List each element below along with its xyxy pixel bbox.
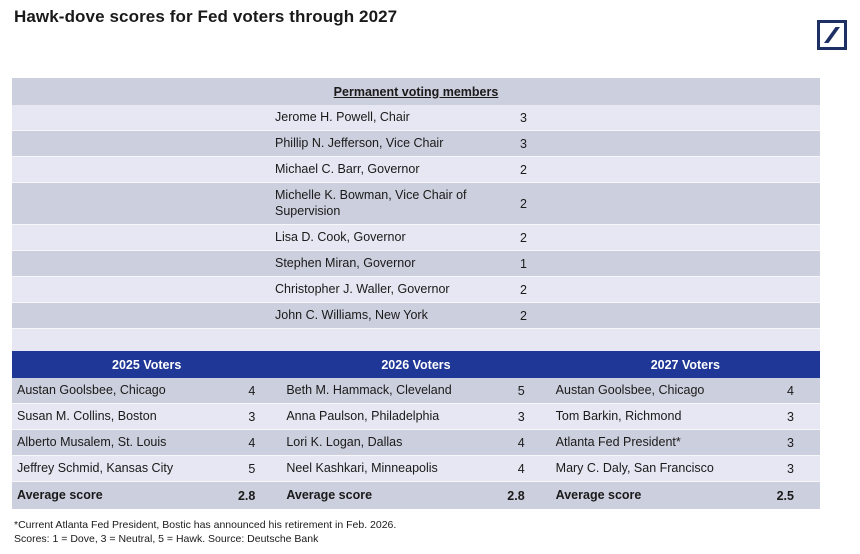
voter-name: Susan M. Collins, Boston [17,409,157,423]
footnote-scale-source: Scores: 1 = Dove, 3 = Neutral, 5 = Hawk.… [14,533,319,545]
voter-score: 4 [248,435,256,450]
member-name: Phillip N. Jefferson, Vice Chair [275,135,444,150]
footnote-retirement: *Current Atlanta Fed President, Bostic h… [14,519,397,531]
voter-name: Tom Barkin, Richmond [555,409,682,423]
voter-score: 4 [787,383,794,398]
voter-name: Atlanta Fed President* [555,435,681,449]
member-row: Christopher J. Waller, Governor 2 [12,277,820,303]
voter-score: 3 [787,409,794,424]
voter-row: Alberto Musalem, St. Louis 4 Lori K. Log… [12,430,820,456]
average-score: 2.8 [237,488,256,503]
voter-name: Lori K. Logan, Dallas [286,435,403,449]
member-score: 2 [520,308,527,323]
deutsche-bank-logo-icon [817,20,847,50]
permanent-table-header-row: Permanent voting members [12,78,820,105]
voter-score: 5 [248,461,256,476]
voter-score: 3 [517,409,525,424]
spacer-row [12,329,820,351]
voter-score: 4 [517,461,525,476]
member-score: 2 [520,196,527,211]
member-name: Jerome H. Powell, Chair [275,109,410,124]
tables-container: Permanent voting members Jerome H. Powel… [12,78,820,509]
member-score: 3 [520,110,527,125]
year-header-2027: 2027 Voters [650,357,720,372]
voter-name: Austan Goolsbee, Chicago [17,383,166,397]
year-header-row: 2025 Voters 2026 Voters 2027 Voters [12,351,820,378]
voter-row: Jeffrey Schmid, Kansas City 5 Neel Kashk… [12,456,820,482]
voter-name: Austan Goolsbee, Chicago [555,383,705,397]
member-row: Michelle K. Bowman, Vice Chair of Superv… [12,183,820,225]
voter-score: 3 [787,461,794,476]
member-score: 1 [520,256,527,271]
voter-score: 4 [248,383,256,398]
voter-row: Susan M. Collins, Boston 3 Anna Paulson,… [12,404,820,430]
permanent-voters-table: Permanent voting members Jerome H. Powel… [12,78,820,351]
year-header-2026: 2026 Voters [381,357,451,372]
member-score: 2 [520,282,527,297]
member-score: 2 [520,162,527,177]
yearly-voters-table: 2025 Voters 2026 Voters 2027 Voters Aust… [12,351,820,509]
member-name: Lisa D. Cook, Governor [275,229,406,244]
page-title: Hawk-dove scores for Fed voters through … [14,7,398,26]
permanent-table-header: Permanent voting members [333,84,499,99]
voter-score: 3 [248,409,256,424]
voter-name: Anna Paulson, Philadelphia [286,409,440,423]
voter-score: 3 [787,435,794,450]
voter-name: Beth M. Hammack, Cleveland [286,383,452,397]
footnotes: *Current Atlanta Fed President, Bostic h… [14,518,396,546]
member-score: 3 [520,136,527,151]
voter-name: Jeffrey Schmid, Kansas City [17,461,174,475]
year-header-2025: 2025 Voters [112,357,182,372]
average-score: 2.5 [776,488,794,503]
member-name: Michael C. Barr, Governor [275,161,420,176]
member-row: Phillip N. Jefferson, Vice Chair 3 [12,131,820,157]
member-name: Christopher J. Waller, Governor [275,281,450,296]
member-row: Stephen Miran, Governor 1 [12,251,820,277]
voter-name: Mary C. Daly, San Francisco [555,461,714,475]
average-score-row: Average score 2.8 Average score 2.8 Aver… [12,482,820,509]
member-score: 2 [520,230,527,245]
member-row: Jerome H. Powell, Chair 3 [12,105,820,131]
average-label: Average score [555,488,642,502]
voter-score: 4 [517,435,525,450]
member-row: Lisa D. Cook, Governor 2 [12,225,820,251]
voter-name: Alberto Musalem, St. Louis [17,435,167,449]
voter-score: 5 [517,383,525,398]
member-name: John C. Williams, New York [275,307,428,322]
member-row: John C. Williams, New York 2 [12,303,820,329]
deutsche-bank-slash-icon [817,20,847,50]
member-name: Michelle K. Bowman, Vice Chair of Superv… [275,187,467,218]
voter-row: Austan Goolsbee, Chicago 4 Beth M. Hamma… [12,378,820,404]
voter-name: Neel Kashkari, Minneapolis [286,461,438,475]
member-name: Stephen Miran, Governor [275,255,416,270]
average-score: 2.8 [507,488,525,503]
average-label: Average score [17,488,103,502]
average-label: Average score [286,488,373,502]
member-row: Michael C. Barr, Governor 2 [12,157,820,183]
